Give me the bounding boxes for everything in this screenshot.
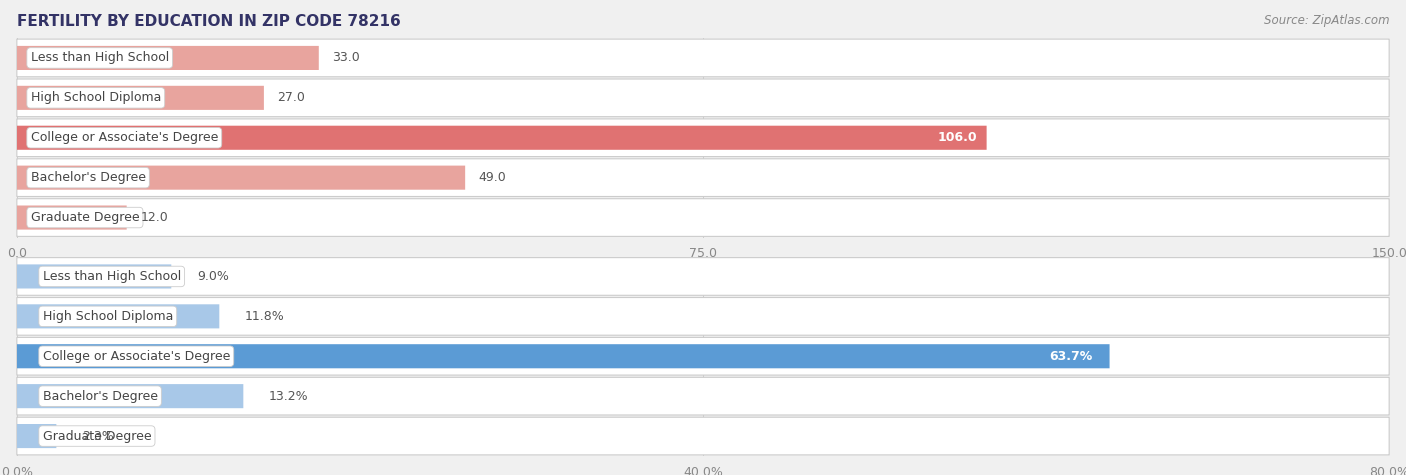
Text: Graduate Degree: Graduate Degree (42, 429, 152, 443)
FancyBboxPatch shape (17, 126, 987, 150)
FancyBboxPatch shape (17, 424, 56, 448)
Text: 49.0: 49.0 (479, 171, 506, 184)
Text: 106.0: 106.0 (938, 131, 977, 144)
Text: 63.7%: 63.7% (1049, 350, 1092, 363)
FancyBboxPatch shape (17, 297, 1389, 335)
Text: Less than High School: Less than High School (31, 51, 169, 65)
FancyBboxPatch shape (17, 159, 1389, 197)
Text: FERTILITY BY EDUCATION IN ZIP CODE 78216: FERTILITY BY EDUCATION IN ZIP CODE 78216 (17, 14, 401, 29)
FancyBboxPatch shape (17, 265, 172, 288)
FancyBboxPatch shape (17, 257, 1389, 295)
Text: College or Associate's Degree: College or Associate's Degree (42, 350, 231, 363)
Text: Graduate Degree: Graduate Degree (31, 211, 139, 224)
FancyBboxPatch shape (17, 337, 1389, 375)
FancyBboxPatch shape (17, 79, 1389, 117)
Text: College or Associate's Degree: College or Associate's Degree (31, 131, 218, 144)
Text: High School Diploma: High School Diploma (31, 91, 160, 104)
Text: 33.0: 33.0 (332, 51, 360, 65)
FancyBboxPatch shape (17, 199, 1389, 237)
FancyBboxPatch shape (17, 39, 1389, 77)
FancyBboxPatch shape (17, 344, 1109, 368)
Text: High School Diploma: High School Diploma (42, 310, 173, 323)
Text: Less than High School: Less than High School (42, 270, 181, 283)
Text: 2.3%: 2.3% (82, 429, 114, 443)
Text: Source: ZipAtlas.com: Source: ZipAtlas.com (1264, 14, 1389, 27)
FancyBboxPatch shape (17, 206, 127, 229)
Text: 12.0: 12.0 (141, 211, 169, 224)
FancyBboxPatch shape (17, 86, 264, 110)
Text: 9.0%: 9.0% (197, 270, 229, 283)
Text: 13.2%: 13.2% (269, 390, 309, 403)
Text: 11.8%: 11.8% (245, 310, 285, 323)
Text: 27.0: 27.0 (277, 91, 305, 104)
FancyBboxPatch shape (17, 304, 219, 328)
FancyBboxPatch shape (17, 377, 1389, 415)
FancyBboxPatch shape (17, 46, 319, 70)
FancyBboxPatch shape (17, 417, 1389, 455)
Text: Bachelor's Degree: Bachelor's Degree (42, 390, 157, 403)
FancyBboxPatch shape (17, 166, 465, 190)
FancyBboxPatch shape (17, 384, 243, 408)
FancyBboxPatch shape (17, 119, 1389, 157)
Text: Bachelor's Degree: Bachelor's Degree (31, 171, 146, 184)
